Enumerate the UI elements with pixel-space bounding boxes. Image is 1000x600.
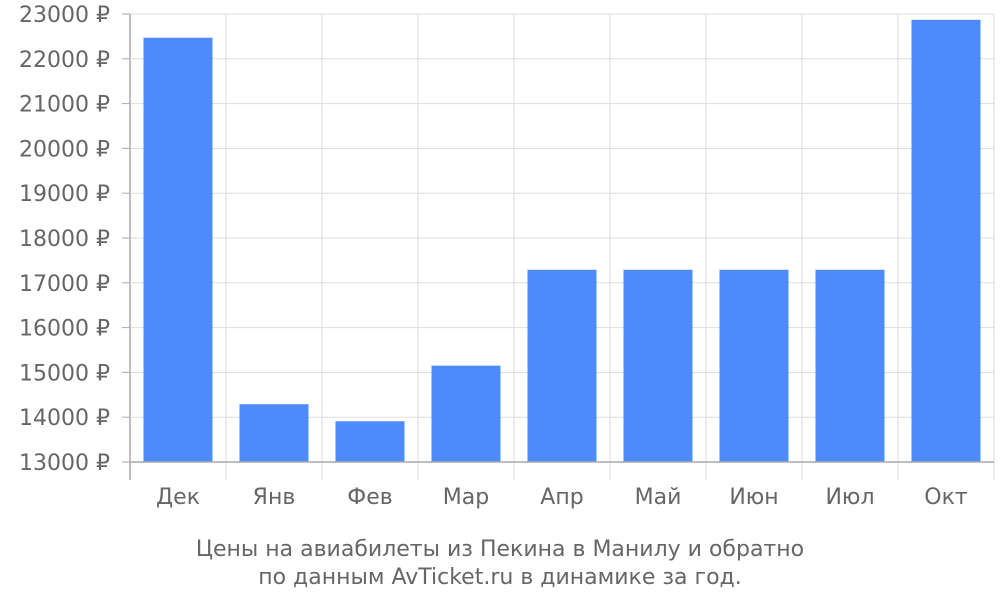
x-tick-label: Фев <box>347 485 392 510</box>
y-tick-label: 22000 ₽ <box>19 48 110 73</box>
x-tick-label: Апр <box>540 485 583 510</box>
y-tick-label: 18000 ₽ <box>19 227 110 252</box>
bar-4 <box>431 365 501 462</box>
bar-2 <box>239 404 309 462</box>
y-tick-label: 21000 ₽ <box>19 93 110 118</box>
bars <box>143 19 981 463</box>
y-tick-label: 19000 ₽ <box>19 182 110 207</box>
x-tick-label: Янв <box>253 485 296 510</box>
bar-3 <box>335 421 405 462</box>
y-tick-labels: 13000 ₽ 14000 ₽ 15000 ₽ 16000 ₽ 17000 ₽ 18000… <box>19 3 110 476</box>
x-tick-labels: Дек Янв Фев Мар Апр Май Июн Июл Окт <box>156 485 968 510</box>
y-tick-label: 17000 ₽ <box>19 272 110 297</box>
caption-line-1: Цены на авиабилеты из Пекина в Манилу и … <box>196 537 804 562</box>
y-tick-label: 23000 ₽ <box>19 3 110 28</box>
x-tick-label: Окт <box>924 485 968 510</box>
x-tick-label: Май <box>635 485 682 510</box>
y-tick-label: 20000 ₽ <box>19 137 110 162</box>
x-tick-label: Июн <box>729 485 778 510</box>
x-tick-label: Дек <box>156 485 200 510</box>
x-tick-label: Мар <box>443 485 489 510</box>
bar-9 <box>911 19 981 462</box>
bar-8 <box>815 269 885 462</box>
y-tick-label: 16000 ₽ <box>19 317 110 342</box>
y-tick-label: 15000 ₽ <box>19 361 110 386</box>
bar-1 <box>143 37 213 463</box>
bar-5 <box>527 269 597 462</box>
x-tick-label: Июл <box>825 485 874 510</box>
bar-6 <box>623 269 693 462</box>
caption-line-2: по данным AvTicket.ru в динамике за год. <box>258 565 742 590</box>
axes <box>122 13 994 480</box>
bar-7 <box>719 269 789 462</box>
chart-caption: Цены на авиабилеты из Пекина в Манилу и … <box>196 537 804 590</box>
y-tick-label: 14000 ₽ <box>19 406 110 431</box>
y-tick-label: 13000 ₽ <box>19 451 110 476</box>
